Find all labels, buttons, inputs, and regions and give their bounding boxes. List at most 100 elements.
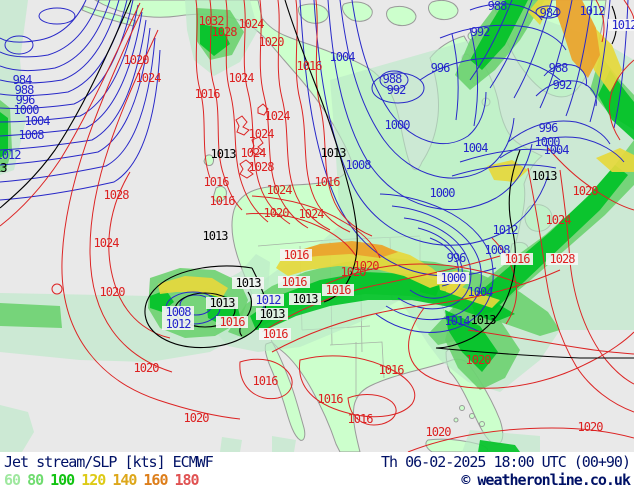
bahamas-island [479, 421, 485, 427]
label-box [608, 19, 634, 31]
isobar-label-1012: 1012 [612, 18, 634, 32]
isobar-label-1016: 1016 [220, 315, 246, 329]
isobar-label-988: 988 [488, 0, 507, 13]
isobar-label-1004: 1004 [544, 143, 570, 157]
isobar-label-1013: 1013 [0, 161, 7, 175]
map-canvas: 9849889961000100410081012101310201024102… [0, 0, 634, 452]
isobar-labels: 9849889961000100410081012101310201024102… [0, 0, 634, 439]
isobar-label-1016: 1016 [210, 194, 236, 208]
isobar-label-1028: 1028 [550, 252, 576, 266]
isobar-label-996: 996 [447, 251, 466, 265]
isobar-label-1028: 1028 [212, 25, 238, 39]
isobar-label-1016: 1016 [505, 252, 531, 266]
isobar-label-1004: 1004 [463, 141, 489, 155]
isobar-label-1024: 1024 [229, 71, 255, 85]
scale-value-180: 180 [174, 471, 200, 489]
isobar-label-1016: 1016 [263, 327, 289, 341]
isobar-label-1012: 1012 [493, 223, 519, 237]
bahamas-island [459, 405, 465, 411]
isobar-label-1013: 1013 [236, 276, 262, 290]
label-box [278, 276, 310, 288]
label-box [437, 272, 469, 284]
isobar-label-1024: 1024 [241, 146, 267, 160]
vancouver-island [212, 185, 227, 203]
valid-datetime: Th 06-02-2025 18:00 UTC (00+90) [381, 453, 631, 471]
arctic-island-2 [341, 1, 373, 22]
isobar-label-1008: 1008 [166, 305, 192, 319]
isobar-label-1024: 1024 [249, 127, 275, 141]
isobar-label-1016: 1016 [204, 175, 230, 189]
arctic-island-1 [297, 3, 329, 24]
isobar-label-984: 984 [540, 6, 559, 20]
isobar-label-1016: 1016 [253, 374, 279, 388]
label-box [252, 294, 284, 306]
isobar-label-1028: 1028 [249, 160, 275, 174]
label-box [259, 328, 291, 340]
isobar-label-1013: 1013 [532, 169, 558, 183]
isobars-1013 [0, 0, 634, 359]
jet-stream-slp-map: 9849889961000100410081012101310201024102… [0, 0, 634, 452]
isobar-label-1000: 1000 [430, 186, 456, 200]
isobar-label-992: 992 [387, 83, 406, 97]
copyright-link[interactable]: © weatheronline.co.uk [461, 471, 631, 489]
isobar-label-1024: 1024 [239, 17, 265, 31]
isobar-label-1000: 1000 [441, 271, 467, 285]
isobar-label-1024: 1024 [299, 207, 325, 221]
isobar-label-1013: 1013 [293, 292, 319, 306]
isobar-label-1013: 1013 [203, 229, 229, 243]
isobar-label-1016: 1016 [297, 59, 323, 73]
scale-value-60: 60 [4, 471, 21, 489]
isobar-label-1020: 1020 [426, 425, 452, 439]
isobar-label-1016: 1016 [284, 248, 310, 262]
isobar-label-1016: 1016 [282, 275, 308, 289]
jet-speed-scale: 60 80 100 120 140 160 180 [4, 471, 206, 489]
isobar-label-1020: 1020 [578, 420, 604, 434]
label-box [206, 297, 238, 309]
isobar-label-1012: 1012 [580, 4, 606, 18]
isobar-label-1020: 1020 [124, 53, 150, 67]
isobar-label-1013: 1013 [260, 307, 286, 321]
arctic-island-4 [428, 0, 459, 21]
scale-value-160: 160 [143, 471, 168, 489]
isobar-label-1020: 1020 [264, 206, 290, 220]
label-box [162, 306, 194, 318]
isobar-label-1008: 1008 [346, 158, 372, 172]
label-box [322, 284, 354, 296]
isobar-label-1020: 1020 [354, 259, 380, 273]
isobar-label-1024: 1024 [265, 109, 291, 123]
isobar-label-1024: 1024 [267, 183, 293, 197]
isobar-label-1000: 1000 [14, 103, 40, 117]
isobar-label-1000: 1000 [385, 118, 411, 132]
isobar-label-988: 988 [15, 83, 34, 97]
scale-value-120: 120 [81, 471, 106, 489]
scale-value-80: 80 [27, 471, 44, 489]
isobar-label-1013: 1013 [211, 147, 237, 161]
isobar-label-1024: 1024 [546, 213, 572, 227]
label-box [216, 316, 248, 328]
isobar-label-996: 996 [431, 61, 450, 75]
isobar-label-1008: 1008 [19, 128, 45, 142]
isobar-label-1020: 1020 [184, 411, 210, 425]
baja-peninsula [264, 341, 306, 441]
isobar-label-1032: 1032 [199, 14, 225, 28]
isobar-label-1020: 1020 [100, 285, 126, 299]
isobar-label-1020: 1020 [573, 184, 599, 198]
isobar-label-1016: 1016 [318, 392, 344, 406]
isobar-label-1000: 1000 [535, 135, 561, 149]
isobar-label-1004: 1004 [25, 114, 51, 128]
isobar-label-984: 984 [13, 73, 32, 87]
legend-bar: Jet stream/SLP [kts] ECMWF Th 06-02-2025… [0, 452, 634, 490]
isobar-label-1024: 1024 [136, 71, 162, 85]
isobar-label-1012: 1012 [166, 317, 192, 331]
isobar-label-1016: 1016 [315, 175, 341, 189]
isobar-label-988: 988 [383, 72, 402, 86]
isobar-label-1013: 1013 [471, 313, 497, 327]
isobar-label-1024: 1024 [94, 236, 120, 250]
label-box [546, 253, 578, 265]
isobar-label-1016: 1016 [195, 87, 221, 101]
bahamas-island [469, 413, 475, 419]
label-box [280, 249, 312, 261]
label-box [256, 308, 288, 320]
map-title: Jet stream/SLP [kts] ECMWF [4, 453, 214, 471]
